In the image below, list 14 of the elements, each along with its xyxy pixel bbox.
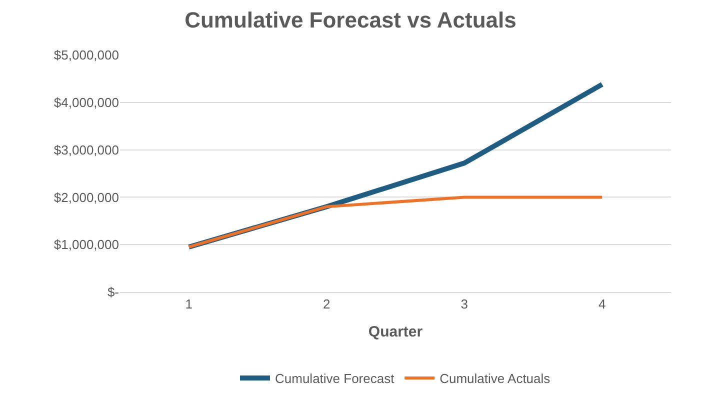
legend-label: Cumulative Actuals [440,371,551,386]
y-tick-label: $1,000,000 [54,237,119,252]
x-tick-label: 3 [460,296,468,312]
y-tick-label: $- [107,284,119,300]
chart-title: Cumulative Forecast vs Actuals [184,8,516,33]
x-tick-label: 4 [598,296,606,312]
y-tick-label: $5,000,000 [54,48,119,63]
x-tick-label: 2 [323,296,330,312]
x-axis-title: Quarter [368,324,423,341]
y-tick-label: $3,000,000 [54,142,119,158]
y-tick-label: $2,000,000 [54,190,119,205]
y-tick-label: $4,000,000 [54,94,119,110]
legend-label: Cumulative Forecast [275,371,395,386]
x-tick-label: 1 [185,296,192,312]
